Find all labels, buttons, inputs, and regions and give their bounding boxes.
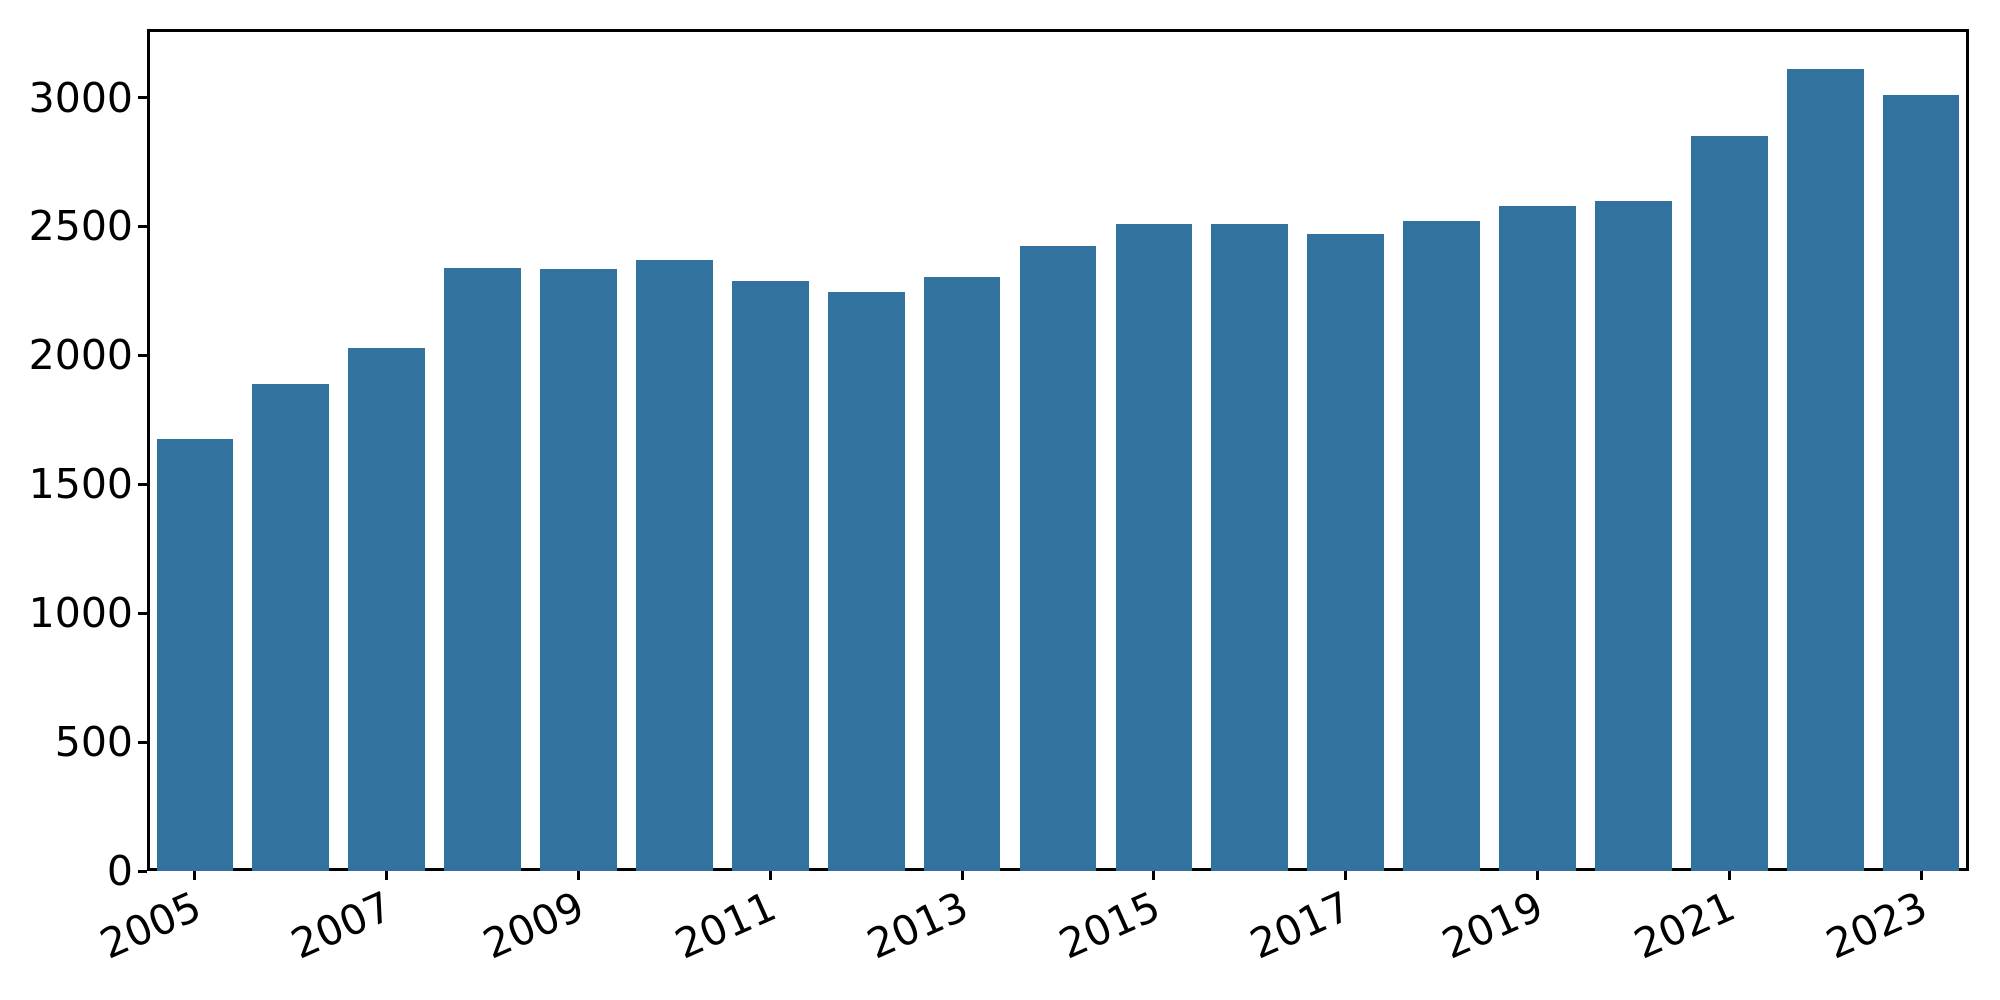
x-tick-label: 2009 — [476, 882, 592, 969]
bar-2021 — [1690, 136, 1768, 871]
x-tick-mark — [1535, 871, 1539, 880]
y-tick-label: 3000 — [28, 73, 133, 122]
x-tick-mark — [193, 871, 197, 880]
x-tick-label: 2023 — [1818, 882, 1934, 969]
bar-2017 — [1307, 234, 1385, 871]
y-tick-mark — [138, 611, 147, 615]
y-tick-mark — [138, 353, 147, 357]
x-tick-label: 2021 — [1627, 882, 1742, 969]
y-tick-label: 1500 — [28, 460, 133, 509]
x-tick-mark — [960, 871, 964, 880]
x-tick-mark — [577, 871, 581, 880]
bar-2011 — [731, 280, 809, 871]
x-tick-mark — [385, 871, 389, 880]
x-tick-mark — [768, 871, 772, 880]
bar-2008 — [444, 267, 521, 871]
x-tick-label: 2015 — [1051, 882, 1167, 969]
x-tick-label: 2007 — [284, 882, 400, 969]
y-tick-label: 2500 — [28, 202, 133, 251]
y-tick-label: 1000 — [28, 589, 133, 638]
x-tick-label: 2013 — [859, 882, 975, 969]
x-tick-label: 2017 — [1243, 882, 1359, 969]
y-tick-label: 0 — [106, 847, 133, 895]
x-tick-mark — [1919, 871, 1923, 880]
y-tick-mark — [138, 740, 147, 744]
bar-2016 — [1211, 223, 1289, 871]
bar-2009 — [540, 269, 617, 871]
bar-2006 — [252, 383, 330, 871]
bar-2013 — [923, 276, 1001, 871]
y-tick-mark — [138, 224, 147, 228]
y-tick-label: 500 — [54, 718, 133, 767]
bar-2015 — [1115, 223, 1193, 871]
y-tick-mark — [138, 869, 147, 873]
x-tick-label: 2011 — [668, 882, 784, 969]
bar-2019 — [1499, 205, 1576, 871]
y-tick-mark — [138, 482, 147, 486]
bar-2010 — [636, 259, 713, 871]
x-tick-label: 2019 — [1435, 882, 1551, 969]
bar-2007 — [348, 347, 426, 871]
bar-2014 — [1019, 245, 1097, 871]
y-tick-label: 2000 — [28, 331, 133, 380]
bar-2022 — [1786, 69, 1864, 871]
x-tick-mark — [1344, 871, 1348, 880]
bar-2005 — [156, 439, 234, 871]
x-tick-label: 2005 — [92, 882, 208, 969]
bar-2023 — [1882, 94, 1960, 871]
bar-2012 — [827, 292, 905, 871]
y-tick-mark — [138, 96, 147, 100]
x-tick-mark — [1727, 871, 1731, 880]
bar-2020 — [1595, 200, 1672, 871]
x-tick-mark — [1152, 871, 1156, 880]
bar-2018 — [1403, 221, 1480, 871]
